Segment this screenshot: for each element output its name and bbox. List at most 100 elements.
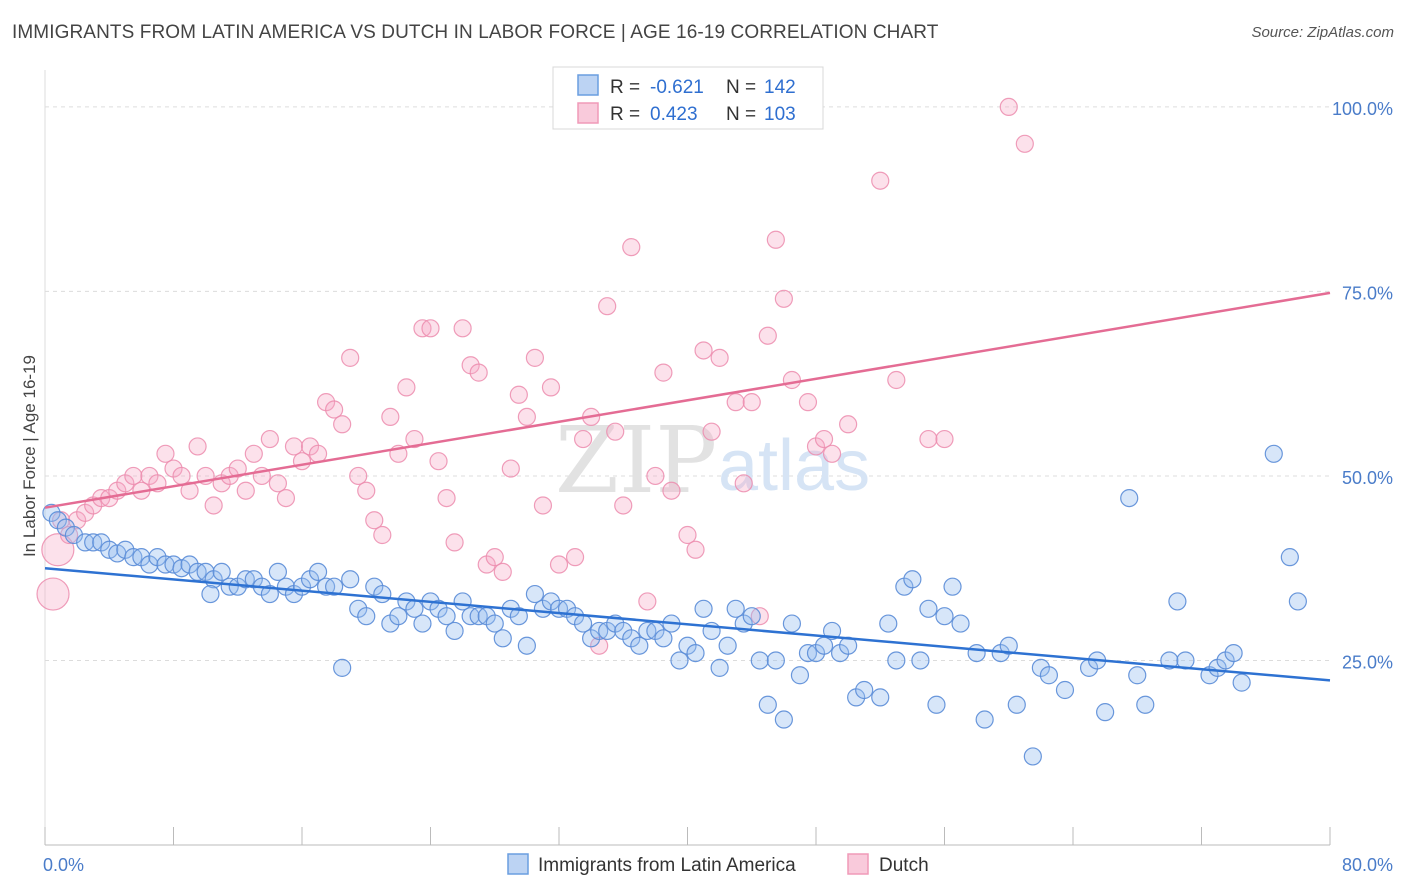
dutch-point <box>445 533 464 552</box>
legend-blue-n-label: N = <box>726 77 756 98</box>
latin-america-point <box>975 710 994 729</box>
latin-america-point <box>42 503 61 522</box>
dutch-point <box>501 459 520 478</box>
dutch-point <box>333 415 352 434</box>
dutch-point <box>485 548 504 567</box>
bottom-legend: Immigrants from Latin America Dutch <box>507 853 929 876</box>
legend-blue-swatch <box>577 74 599 96</box>
dutch-point <box>397 378 416 397</box>
trend-lines <box>44 291 1331 682</box>
bottom-legend-pink-swatch <box>847 853 869 875</box>
legend-pink-swatch <box>577 102 599 124</box>
latin-america-point <box>670 651 689 670</box>
dutch-point <box>549 555 569 574</box>
dutch-point <box>638 592 657 611</box>
legend-pink-n-label: N = <box>726 104 756 125</box>
dutch-point <box>710 348 729 367</box>
dutch-point <box>276 488 296 508</box>
chart-title: IMMIGRANTS FROM LATIN AMERICA VS DUTCH I… <box>12 22 939 43</box>
dutch-point <box>734 474 753 493</box>
dutch-trend-line <box>44 291 1331 509</box>
latin-america-point <box>1136 695 1155 714</box>
latin-america-point <box>694 599 713 618</box>
latin-america-trend-line <box>44 566 1331 682</box>
dutch-point <box>180 481 199 500</box>
dutch-point <box>654 363 673 382</box>
latin-america-point <box>1264 444 1283 463</box>
dutch-point <box>341 348 360 367</box>
latin-america-point <box>919 599 938 618</box>
dutch-points <box>36 97 1034 655</box>
dutch-point <box>284 437 304 456</box>
x-tick-label: 0.0% <box>43 855 84 875</box>
dutch-point <box>774 289 793 308</box>
dutch-point <box>437 488 456 508</box>
bottom-legend-blue-label: Immigrants from Latin America <box>538 855 796 876</box>
axes <box>44 70 1331 846</box>
latin-america-point <box>790 666 810 685</box>
latin-america-point <box>389 607 408 626</box>
legend-blue-r-label: R = <box>610 77 640 98</box>
watermark: ZIP atlas <box>555 407 870 514</box>
top-legend: R = -0.621 N = 142 R = 0.423 N = 103 <box>552 66 824 130</box>
latin-america-point <box>871 688 890 707</box>
latin-america-point <box>325 577 344 596</box>
latin-america-point <box>774 710 793 729</box>
y-tick-label: 75.0% <box>1342 283 1393 303</box>
dutch-point <box>124 466 143 486</box>
latin-america-point <box>686 643 705 663</box>
dutch-point <box>702 422 721 441</box>
dutch-point <box>1015 134 1034 153</box>
bottom-legend-pink-label: Dutch <box>879 855 929 876</box>
latin-america-point <box>1128 666 1147 685</box>
latin-america-point <box>903 570 922 589</box>
latin-america-point <box>413 614 432 633</box>
dutch-point <box>887 370 906 390</box>
dutch-point <box>381 407 400 427</box>
latin-america-point <box>654 629 673 648</box>
latin-america-point <box>822 621 842 641</box>
latin-america-point <box>855 680 874 700</box>
x-tick-label: 80.0% <box>1342 855 1393 875</box>
dutch-point <box>429 452 448 471</box>
dutch-point <box>525 348 545 367</box>
dutch-point <box>204 496 223 515</box>
latin-america-point <box>1096 703 1115 722</box>
dutch-point <box>325 400 344 419</box>
latin-america-point <box>341 570 360 589</box>
latin-america-point <box>1120 488 1139 508</box>
latin-america-point <box>260 584 279 604</box>
latin-america-point <box>308 562 328 582</box>
dutch-point <box>766 230 785 249</box>
dutch-point <box>871 171 890 190</box>
dutch-point <box>469 363 488 382</box>
dutch-point <box>236 481 255 500</box>
dutch-point <box>686 540 705 559</box>
dutch-point <box>308 444 328 463</box>
latin-america-point <box>201 584 220 604</box>
legend-pink-r-label: R = <box>610 104 640 125</box>
latin-america-point <box>758 695 777 714</box>
bottom-legend-blue-swatch <box>507 853 529 875</box>
dutch-point <box>405 429 424 449</box>
latin-america-point <box>212 562 231 582</box>
dutch-point <box>678 525 697 545</box>
dutch-point <box>758 326 777 345</box>
dutch-point <box>357 481 376 500</box>
latin-america-point <box>726 599 745 618</box>
dutch-point <box>622 238 641 257</box>
latin-america-point <box>1168 592 1187 611</box>
dutch-point <box>999 97 1018 117</box>
dutch-point <box>421 319 440 338</box>
dutch-point <box>814 429 834 449</box>
dutch-point <box>919 429 938 449</box>
latin-america-point <box>630 636 649 655</box>
latin-america-point <box>1023 747 1042 766</box>
latin-america-point <box>1160 651 1179 670</box>
latin-america-point <box>710 658 729 677</box>
latin-america-point <box>718 636 737 655</box>
dutch-point <box>260 429 279 449</box>
latin-america-point <box>935 607 954 626</box>
latin-america-point <box>1288 592 1307 611</box>
dutch-point <box>935 429 954 449</box>
